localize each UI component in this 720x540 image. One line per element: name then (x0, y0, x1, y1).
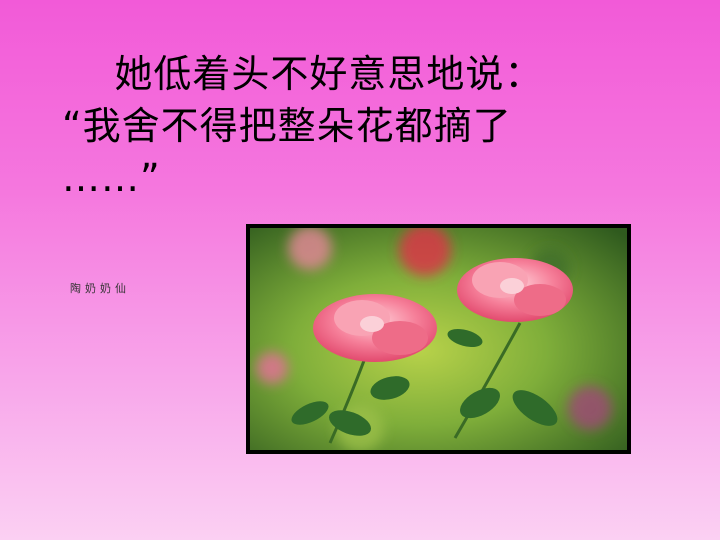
side-note: 陶奶奶仙 (70, 282, 130, 295)
title-line-2: “我舍不得把整朵花都摘了 (62, 104, 512, 148)
rose-right (457, 258, 573, 322)
rose-image (250, 228, 627, 450)
title-line-1: 她低着头不好意思地说： (62, 52, 544, 96)
rose-photo (246, 224, 631, 454)
rose-left (313, 294, 437, 362)
title-line-3: ……” (62, 156, 161, 200)
slide-title: 她低着头不好意思地说： “我舍不得把整朵花都摘了 ……” (62, 48, 682, 204)
